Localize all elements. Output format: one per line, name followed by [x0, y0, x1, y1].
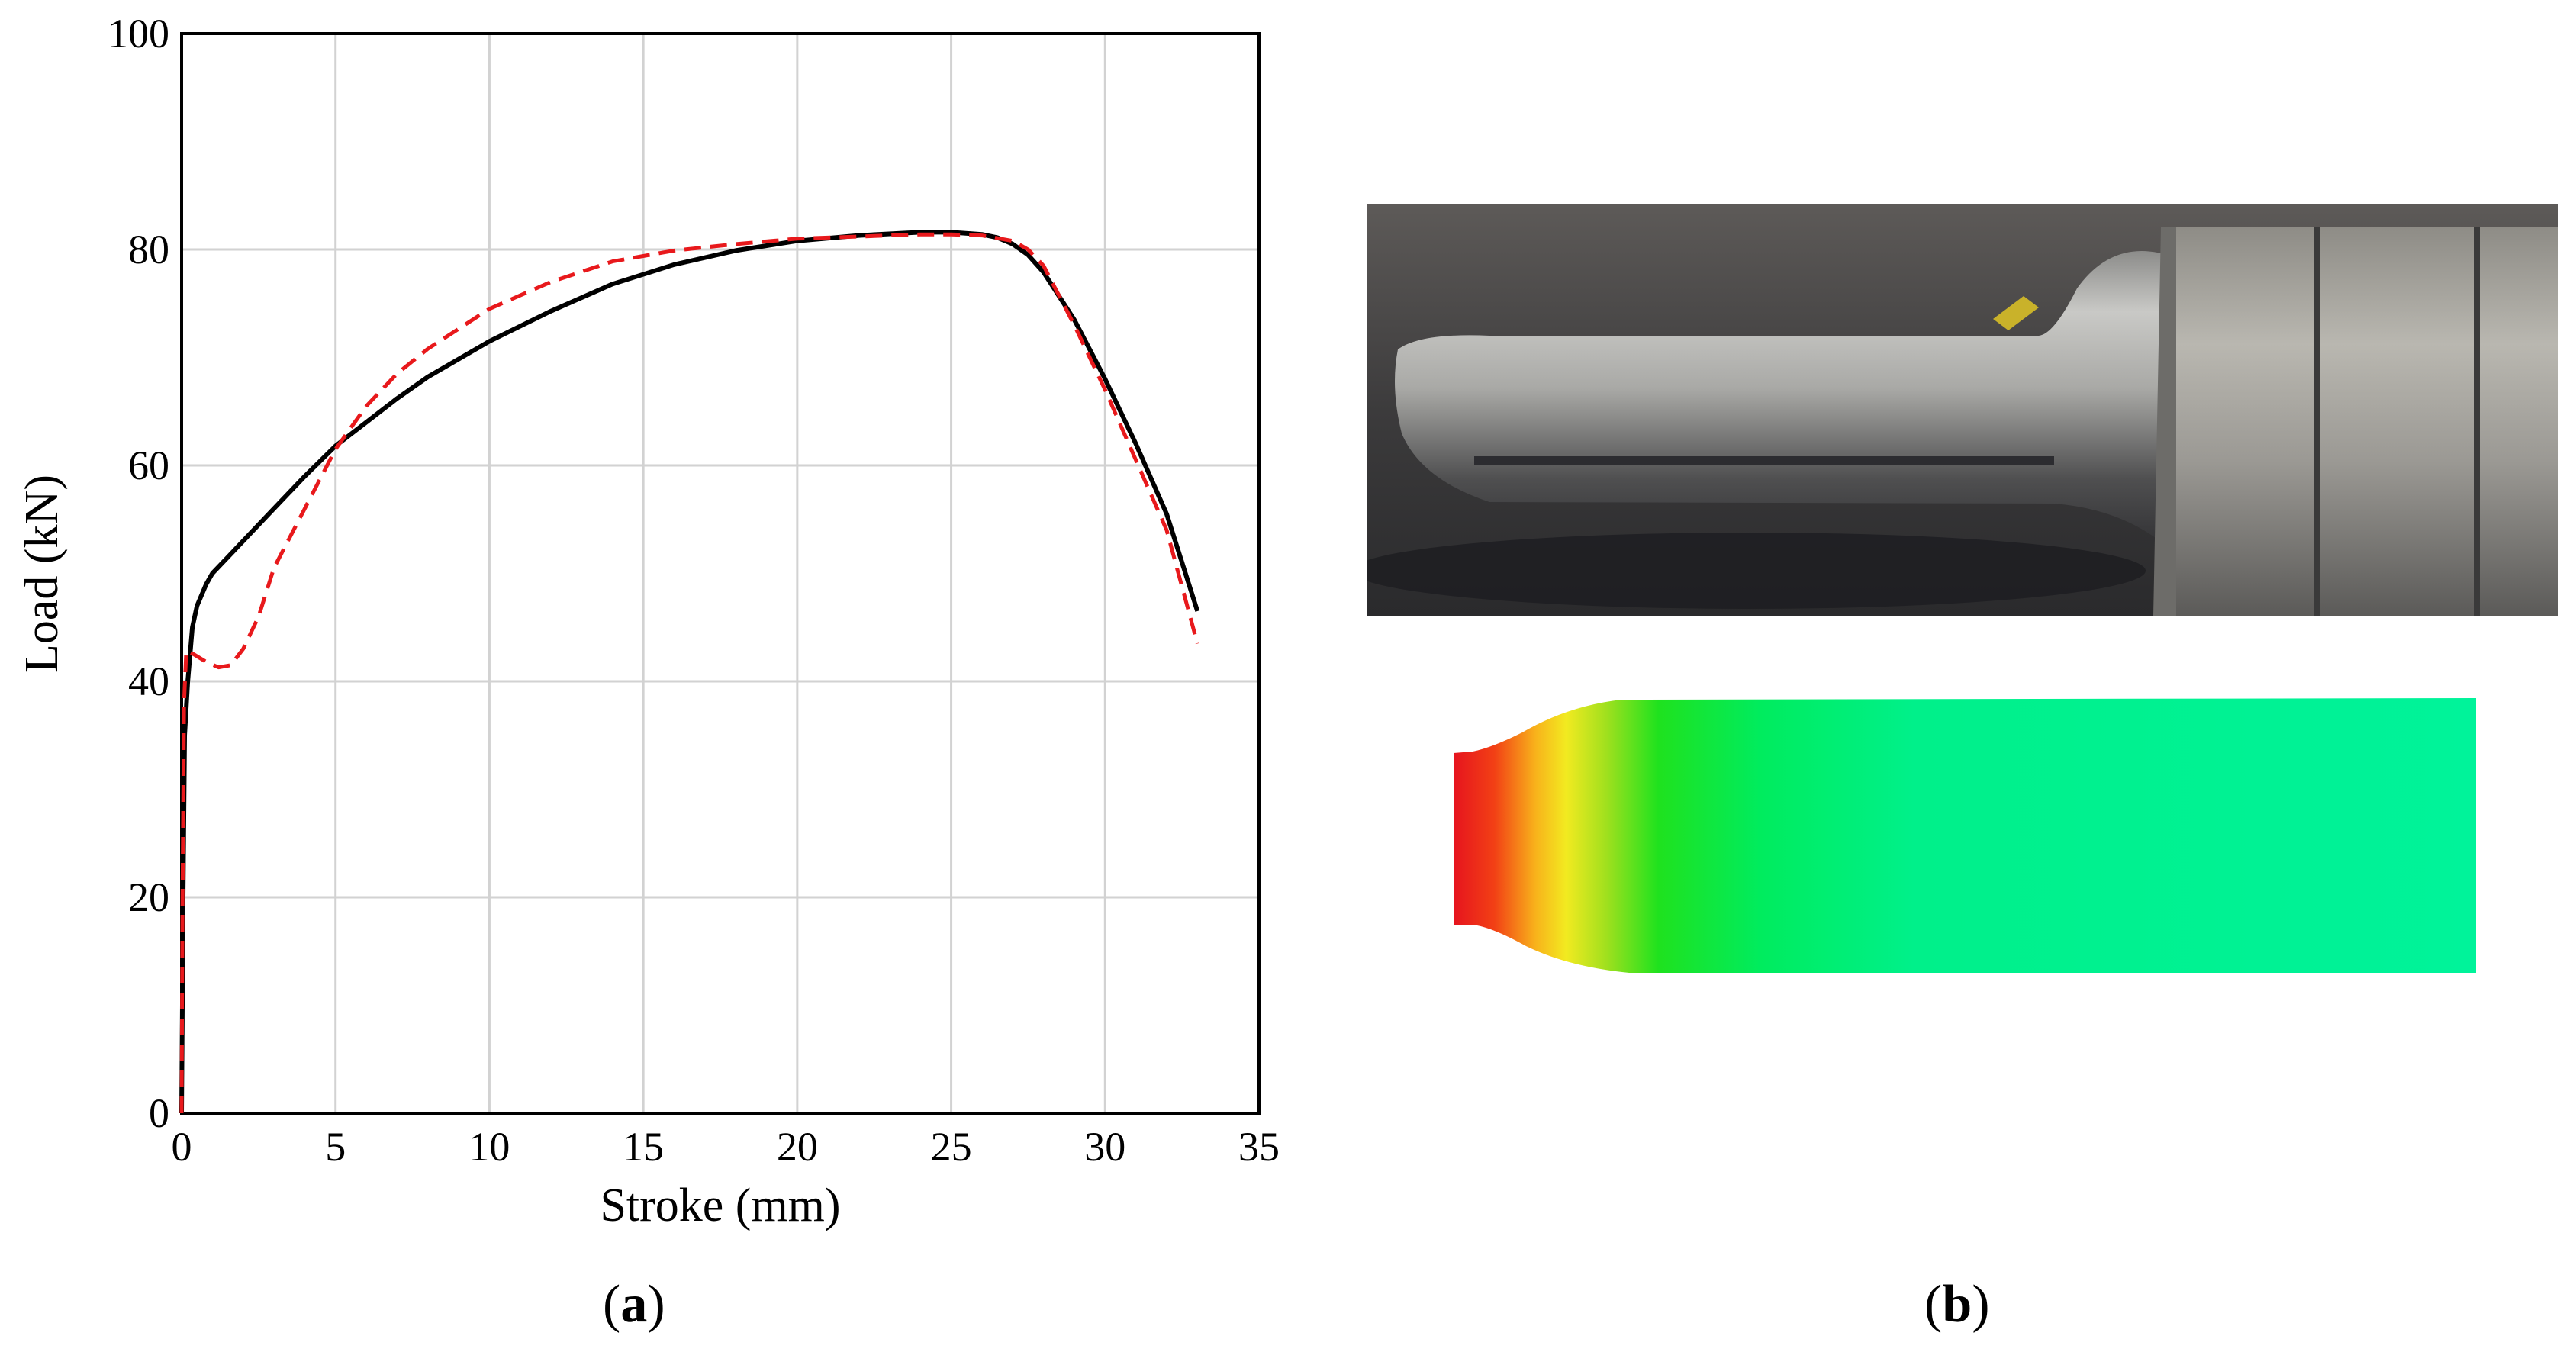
y-axis-title: Load (kN) — [16, 475, 68, 673]
x-tick-label: 30 — [1084, 1124, 1125, 1170]
x-tick-label: 10 — [469, 1124, 510, 1170]
deformed-mesh — [1454, 698, 2476, 973]
x-axis-title: Stroke (mm) — [600, 1180, 840, 1231]
y-tick-label: 80 — [128, 227, 169, 272]
x-tick-label: 5 — [325, 1124, 346, 1170]
x-tick-labels: 0 5 10 15 20 25 30 35 — [172, 1124, 1280, 1170]
caption-b-close: ) — [1972, 1275, 1990, 1334]
x-tick-label: 20 — [777, 1124, 818, 1170]
y-tick-label: 0 — [149, 1090, 169, 1136]
y-tick-label: 40 — [128, 658, 169, 704]
series-line-1 — [179, 230, 1200, 1114]
formed-neck — [1395, 251, 2176, 555]
caption-a: (a) — [603, 1274, 665, 1335]
plot-frame — [180, 32, 1261, 1115]
y-tick-label: 20 — [128, 874, 169, 920]
x-tick-label: 35 — [1238, 1124, 1280, 1170]
y-tick-label: 100 — [108, 11, 169, 56]
caption-b-letter: b — [1942, 1275, 1972, 1334]
y-tick-label: 60 — [128, 443, 169, 488]
x-tick-label: 15 — [623, 1124, 664, 1170]
series-lines — [179, 230, 1200, 1114]
simulation-contour — [1454, 698, 2476, 973]
caption-b: (b) — [1924, 1274, 1990, 1335]
caption-b-open: ( — [1924, 1275, 1943, 1334]
specimen-photo — [1367, 204, 2558, 616]
grid-lines — [182, 34, 1259, 1113]
caption-a-close: ) — [647, 1275, 665, 1334]
y-tick-labels: 0 20 40 60 80 100 — [108, 11, 169, 1136]
x-tick-label: 25 — [931, 1124, 972, 1170]
caption-a-open: ( — [603, 1275, 621, 1334]
undeformed-body — [2176, 227, 2558, 616]
x-tick-label: 0 — [172, 1124, 192, 1170]
caption-a-letter: a — [620, 1275, 648, 1334]
series-line-2 — [179, 232, 1199, 1114]
